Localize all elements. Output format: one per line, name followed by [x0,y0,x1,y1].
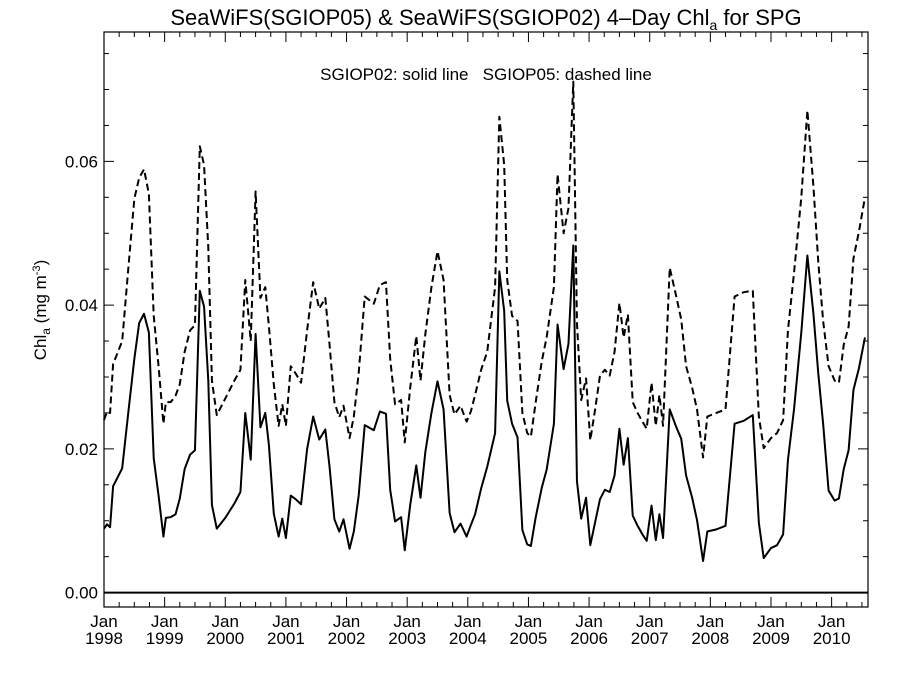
x-tick-year-label: 2007 [631,629,669,648]
x-tick-year-label: 1998 [85,629,123,648]
x-tick-month-label: Jan [757,612,784,631]
x-tick-year-label: 2002 [328,629,366,648]
x-tick-month-label: Jan [454,612,481,631]
series-annotation: SGIOP02: solid line SGIOP05: dashed line [320,65,652,84]
y-tick-label: 0.02 [65,440,98,459]
x-tick-month-label: Jan [515,612,542,631]
x-tick-month-label: Jan [636,612,663,631]
x-tick-month-label: Jan [818,612,845,631]
x-tick-year-label: 2009 [752,629,790,648]
x-tick-year-label: 2008 [691,629,729,648]
x-tick-month-label: Jan [393,612,420,631]
x-tick-year-label: 1999 [146,629,184,648]
x-axis: Jan1998Jan1999Jan2000Jan2001Jan2002Jan20… [85,32,863,648]
x-tick-year-label: 2004 [449,629,487,648]
x-tick-month-label: Jan [151,612,178,631]
chart-title: SeaWiFS(SGIOP05) & SeaWiFS(SGIOP02) 4–Da… [170,5,801,33]
series-group [103,80,866,562]
x-tick-month-label: Jan [697,612,724,631]
y-axis-label-superscript: -3 [31,265,43,275]
y-axis-label: Chla (mg m-3) [31,260,53,361]
x-tick-year-label: 2006 [570,629,608,648]
y-tick-label: 0.04 [65,296,98,315]
y-axis-label-subscript: a [39,328,53,335]
x-tick-month-label: Jan [212,612,239,631]
x-tick-year-label: 2001 [267,629,305,648]
x-tick-year-label: 2005 [510,629,548,648]
x-tick-month-label: Jan [575,612,602,631]
x-tick-year-label: 2010 [813,629,851,648]
y-tick-label: 0.06 [65,152,98,171]
x-tick-month-label: Jan [272,612,299,631]
y-tick-label: 0.00 [65,584,98,603]
x-tick-month-label: Jan [333,612,360,631]
y-axis: 0.00 0.02 0.04 0.06 [65,53,868,603]
x-tick-year-label: 2003 [388,629,426,648]
series-sgiop02-solid-line [103,244,866,562]
x-tick-year-label: 2000 [206,629,244,648]
series-sgiop05-dashed-line [103,80,866,459]
chart-title-subscript: a [710,17,718,33]
x-tick-month-label: Jan [90,612,117,631]
plot-frame [103,31,869,608]
